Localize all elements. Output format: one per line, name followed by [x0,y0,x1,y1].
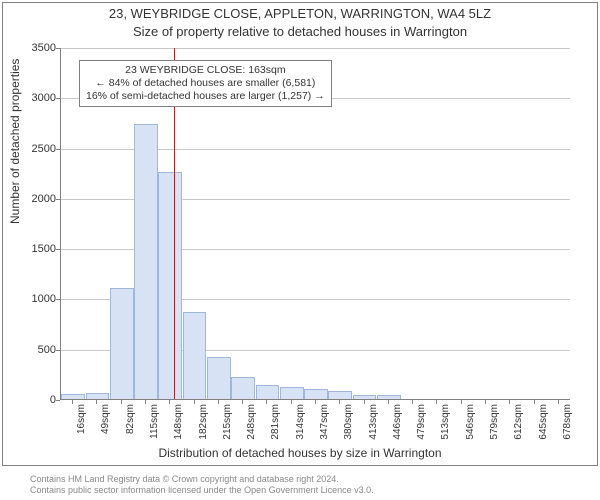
histogram-bar [110,288,134,399]
xtick-label: 612sqm [513,404,524,440]
histogram-bar [231,377,255,399]
histogram-bar [304,389,328,399]
xtick-mark [145,400,146,404]
footer-line1: Contains HM Land Registry data © Crown c… [30,474,374,485]
ytick-label: 2500 [16,143,56,155]
histogram-bar [280,387,304,399]
annotation-line3: 16% of semi-detached houses are larger (… [86,90,325,103]
xtick-mark [266,400,267,404]
xtick-mark [534,400,535,404]
ytick-label: 2000 [16,193,56,205]
xtick-mark [339,400,340,404]
xtick-mark [315,400,316,404]
histogram-bar [86,393,110,399]
plot-area: 23 WEYBRIDGE CLOSE: 163sqm← 84% of detac… [60,48,570,400]
xtick-label: 380sqm [343,404,354,440]
xtick-label: 281sqm [270,404,281,440]
xtick-label: 49sqm [100,404,111,434]
xtick-label: 314sqm [295,404,306,440]
histogram-bar [158,172,182,399]
ytick-label: 1500 [16,243,56,255]
ytick-label: 3000 [16,92,56,104]
xtick-mark [364,400,365,404]
chart-title-line2: Size of property relative to detached ho… [0,24,600,39]
xtick-label: 215sqm [222,404,233,440]
xtick-label: 347sqm [319,404,330,440]
xtick-mark [242,400,243,404]
chart-title-line1: 23, WEYBRIDGE CLOSE, APPLETON, WARRINGTO… [0,6,600,21]
xtick-mark [72,400,73,404]
annotation-line2: ← 84% of detached houses are smaller (6,… [86,77,325,90]
histogram-bar [328,391,352,399]
xtick-mark [461,400,462,404]
xtick-label: 678sqm [562,404,573,440]
xtick-mark [218,400,219,404]
histogram-bar [256,385,280,399]
xtick-mark [509,400,510,404]
xtick-mark [194,400,195,404]
chart-container: 23, WEYBRIDGE CLOSE, APPLETON, WARRINGTO… [0,0,600,500]
histogram-bar [134,124,158,399]
ytick-label: 0 [16,394,56,406]
xtick-mark [96,400,97,404]
xtick-label: 16sqm [76,404,87,434]
histogram-bar [353,395,377,399]
xtick-mark [436,400,437,404]
gridline [61,48,570,49]
xtick-label: 82sqm [125,404,136,434]
histogram-bar [183,312,207,399]
xtick-label: 645sqm [538,404,549,440]
xtick-mark [558,400,559,404]
xtick-label: 446sqm [392,404,403,440]
annotation-line1: 23 WEYBRIDGE CLOSE: 163sqm [86,64,325,77]
ytick-label: 1000 [16,293,56,305]
xtick-mark [121,400,122,404]
footer-text: Contains HM Land Registry data © Crown c… [30,474,374,496]
xtick-label: 248sqm [246,404,257,440]
xtick-label: 182sqm [198,404,209,440]
histogram-bar [377,395,401,399]
histogram-bar [207,357,231,399]
xtick-mark [388,400,389,404]
xtick-label: 546sqm [465,404,476,440]
x-axis-label: Distribution of detached houses by size … [0,446,600,460]
annotation-box: 23 WEYBRIDGE CLOSE: 163sqm← 84% of detac… [79,60,332,107]
xtick-label: 579sqm [489,404,500,440]
xtick-mark [485,400,486,404]
xtick-mark [291,400,292,404]
xtick-label: 115sqm [149,404,160,439]
xtick-mark [412,400,413,404]
xtick-label: 513sqm [440,404,451,440]
ytick-label: 500 [16,344,56,356]
xtick-label: 148sqm [173,404,184,440]
ytick-mark [56,400,60,401]
histogram-bar [61,394,85,399]
footer-line2: Contains public sector information licen… [30,485,374,496]
xtick-label: 413sqm [368,404,379,440]
xtick-label: 479sqm [416,404,427,440]
xtick-mark [169,400,170,404]
ytick-label: 3500 [16,42,56,54]
